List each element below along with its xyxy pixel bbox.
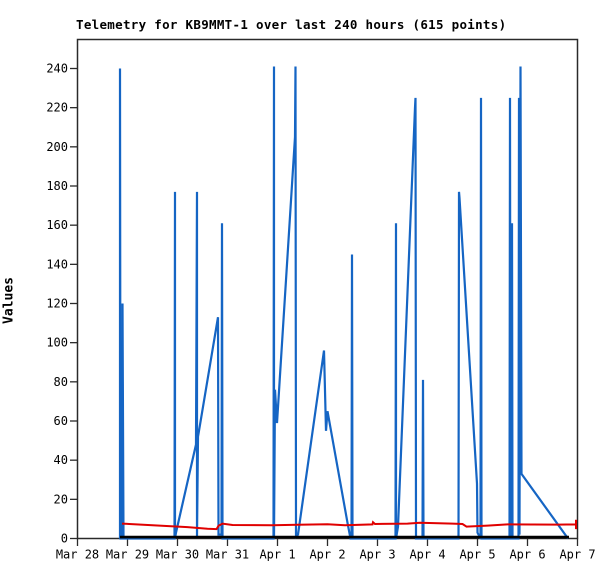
y-tick-label: 240 [46,62,68,76]
x-tick-label: Apr 3 [359,548,395,562]
y-tick-label: 20 [54,492,68,506]
x-axis-ticks: Mar 28 Mar 29 Mar 30 Mar 31 Apr 1 Apr 2 Apr 3 A… [56,538,596,562]
y-tick-label: 200 [46,140,68,154]
x-tick-label: Apr 5 [459,548,495,562]
y-axis-ticks: 0 20 40 60 80 100 120 140 160 180 200 220 240 [46,62,78,546]
y-axis-label: Values [1,277,17,324]
x-tick-label: Apr 2 [309,548,345,562]
x-tick-label: Apr 7 [559,548,595,562]
y-tick-label: 160 [46,218,68,232]
y-tick-label: 60 [54,414,68,428]
x-tick-label: Apr 4 [409,548,445,562]
y-tick-label: 180 [46,179,68,193]
chart-title: Telemetry for KB9MMT-1 over last 240 hou… [76,17,507,32]
y-tick-label: 0 [61,532,68,546]
x-tick-label: Mar 30 [156,548,199,562]
series-channel-1-blue [118,66,569,540]
y-tick-label: 100 [46,336,68,350]
y-tick-label: 120 [46,297,68,311]
x-tick-label: Mar 31 [206,548,249,562]
y-tick-label: 80 [54,375,68,389]
y-tick-label: 220 [46,101,68,115]
y-tick-label: 140 [46,257,68,271]
plot-border [76,38,579,540]
y-tick-label: 40 [54,453,68,467]
x-tick-label: Apr 6 [509,548,545,562]
x-tick-label: Mar 29 [106,548,149,562]
x-tick-label: Mar 28 [56,548,99,562]
x-tick-label: Apr 1 [259,548,295,562]
series-channel-2-red [121,519,577,531]
